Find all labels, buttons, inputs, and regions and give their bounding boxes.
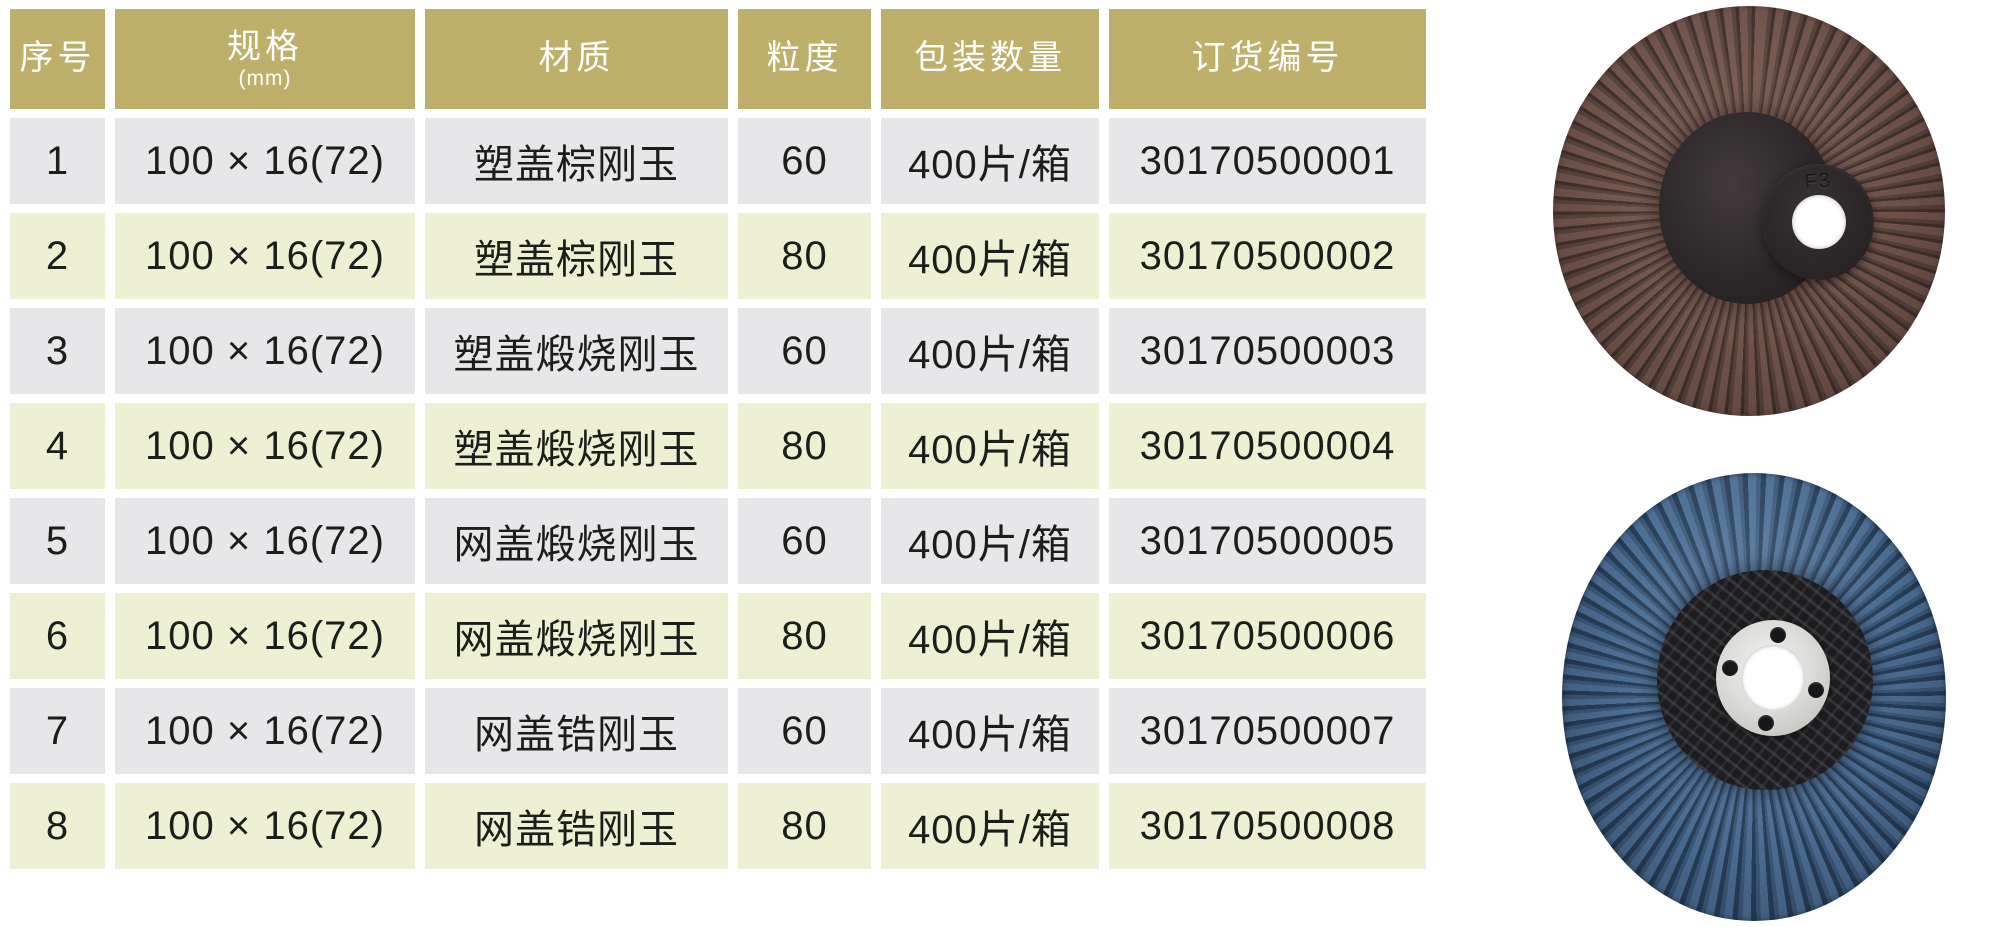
header-row: 序号 规格 (mm) 材质 粒度 包装数量 订货编号: [10, 9, 1426, 109]
cell-order-no: 30170500006: [1109, 593, 1426, 679]
rivet-hole: [1758, 715, 1774, 731]
col-header-material: 材质: [425, 9, 728, 109]
cell-spec: 100 × 16(72): [115, 403, 415, 489]
cell-material: 塑盖棕刚玉: [425, 118, 728, 204]
cell-material: 塑盖棕刚玉: [425, 213, 728, 299]
cell-grit: 80: [738, 213, 871, 299]
cell-material: 塑盖煅烧刚玉: [425, 403, 728, 489]
cell-no: 1: [10, 118, 105, 204]
col-header-no: 序号: [10, 9, 105, 109]
cell-order-no: 30170500001: [1109, 118, 1426, 204]
table-row: 6 100 × 16(72) 网盖煅烧刚玉 80 400片/箱 30170500…: [10, 593, 1426, 679]
cell-pack: 400片/箱: [881, 688, 1099, 774]
cell-spec: 100 × 16(72): [115, 213, 415, 299]
cell-grit: 60: [738, 688, 871, 774]
cell-spec: 100 × 16(72): [115, 308, 415, 394]
cell-grit: 60: [738, 498, 871, 584]
cell-pack: 400片/箱: [881, 308, 1099, 394]
table-row: 4 100 × 16(72) 塑盖煅烧刚玉 80 400片/箱 30170500…: [10, 403, 1426, 489]
cell-material: 网盖锆刚玉: [425, 688, 728, 774]
cell-order-no: 30170500008: [1109, 783, 1426, 869]
col-header-grit: 粒度: [738, 9, 871, 109]
cell-material: 网盖锆刚玉: [425, 783, 728, 869]
col-header-label: 粒度: [766, 39, 843, 78]
cell-order-no: 30170500005: [1109, 498, 1426, 584]
col-header-label: 包装数量: [914, 39, 1066, 78]
table-row: 5 100 × 16(72) 网盖煅烧刚玉 60 400片/箱 30170500…: [10, 498, 1426, 584]
cell-material: 塑盖煅烧刚玉: [425, 308, 728, 394]
hub-marking-text: F3: [1803, 169, 1832, 194]
cell-order-no: 30170500002: [1109, 213, 1426, 299]
cell-order-no: 30170500004: [1109, 403, 1426, 489]
cell-pack: 400片/箱: [881, 118, 1099, 204]
arbor-hole: [1792, 195, 1846, 249]
rivet-hole: [1808, 682, 1824, 698]
metal-hub-plate: [1716, 620, 1830, 736]
cell-material: 网盖煅烧刚玉: [425, 593, 728, 679]
cell-grit: 60: [738, 308, 871, 394]
cell-order-no: 30170500003: [1109, 308, 1426, 394]
cell-grit: 80: [738, 783, 871, 869]
col-header-label: 订货编号: [1191, 39, 1344, 78]
cell-pack: 400片/箱: [881, 403, 1099, 489]
cell-grit: 60: [738, 118, 871, 204]
cell-pack: 400片/箱: [881, 498, 1099, 584]
rivet-hole: [1722, 660, 1738, 676]
cell-grit: 80: [738, 403, 871, 489]
rivet-hole: [1770, 627, 1786, 643]
col-header-unit: (mm): [238, 67, 292, 91]
table-row: 8 100 × 16(72) 网盖锆刚玉 80 400片/箱 301705000…: [10, 783, 1426, 869]
cell-no: 3: [10, 308, 105, 394]
cell-spec: 100 × 16(72): [115, 118, 415, 204]
col-header-spec: 规格 (mm): [115, 9, 415, 109]
cell-spec: 100 × 16(72): [115, 498, 415, 584]
table-row: 1 100 × 16(72) 塑盖棕刚玉 60 400片/箱 301705000…: [10, 118, 1426, 204]
cell-pack: 400片/箱: [881, 783, 1099, 869]
arbor-hole: [1741, 645, 1805, 711]
col-header-label: 序号: [19, 39, 96, 78]
table-row: 3 100 × 16(72) 塑盖煅烧刚玉 60 400片/箱 30170500…: [10, 308, 1426, 394]
col-header-label: 规格: [227, 27, 303, 66]
cell-no: 7: [10, 688, 105, 774]
cell-material: 网盖煅烧刚玉: [425, 498, 728, 584]
col-header-order-no: 订货编号: [1109, 9, 1426, 109]
cell-order-no: 30170500007: [1109, 688, 1426, 774]
cell-no: 6: [10, 593, 105, 679]
cell-no: 5: [10, 498, 105, 584]
cell-spec: 100 × 16(72): [115, 593, 415, 679]
cell-no: 2: [10, 213, 105, 299]
col-header-label: 材质: [538, 39, 615, 78]
blue-flap-disc-image: [1562, 473, 1946, 921]
cell-spec: 100 × 16(72): [115, 783, 415, 869]
brown-flap-disc-image: F3: [1553, 6, 1945, 416]
cell-pack: 400片/箱: [881, 593, 1099, 679]
fiberglass-backing: [1657, 570, 1873, 790]
hub-boss: F3: [1762, 164, 1874, 280]
table-row: 2 100 × 16(72) 塑盖棕刚玉 80 400片/箱 301705000…: [10, 213, 1426, 299]
table-row: 7 100 × 16(72) 网盖锆刚玉 60 400片/箱 301705000…: [10, 688, 1426, 774]
product-spec-table: 序号 规格 (mm) 材质 粒度 包装数量 订货编号 1 100 × 16(72…: [10, 9, 1426, 869]
cell-grit: 80: [738, 593, 871, 679]
cell-pack: 400片/箱: [881, 213, 1099, 299]
disc-center-hub: F3: [1659, 112, 1874, 304]
cell-spec: 100 × 16(72): [115, 688, 415, 774]
col-header-pack: 包装数量: [881, 9, 1099, 109]
cell-no: 4: [10, 403, 105, 489]
cell-no: 8: [10, 783, 105, 869]
